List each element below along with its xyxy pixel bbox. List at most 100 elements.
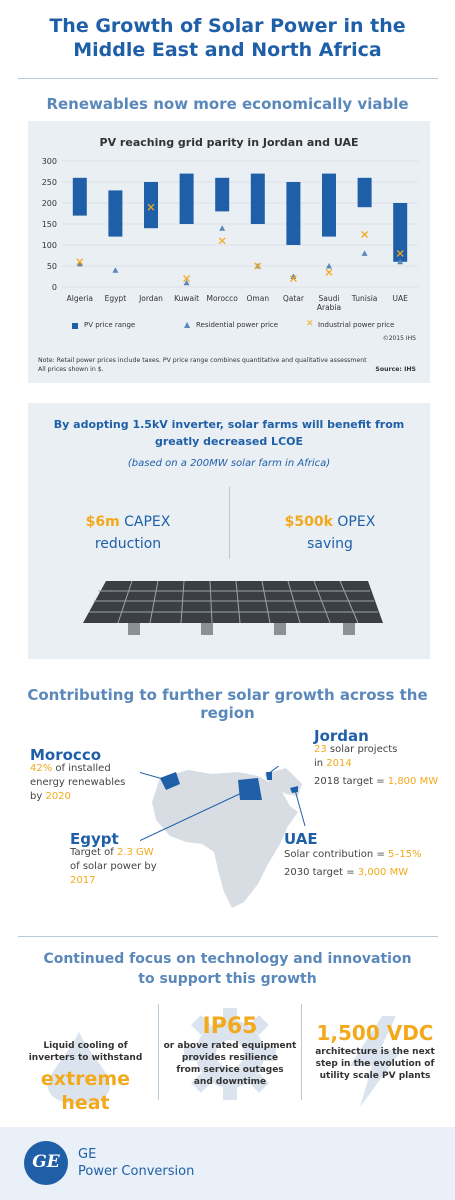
x-tick-label: UAE [393, 294, 409, 303]
x-tick-label: Saudi Arabia [317, 294, 341, 312]
lcoe-divider [229, 487, 230, 559]
y-tick-label: 150 [42, 220, 57, 229]
section4-heading: Continued focus on technology and innova… [43, 951, 412, 987]
opex-line2: saving [307, 536, 353, 552]
x-tick-label: Morocco [206, 294, 238, 303]
industrial-price-marker [325, 268, 333, 276]
lightning-icon [350, 1016, 402, 1107]
legend-x-icon: ✕ [306, 319, 314, 329]
legend-square-icon [72, 323, 78, 329]
tech-col1: Liquid cooling of inverters to withstand… [18, 1040, 153, 1115]
tech-divider-2 [301, 1004, 302, 1100]
chart-copyright: ©2015 IHS [382, 335, 416, 342]
chart-legend: PV price range ▲ Residential power price… [72, 319, 432, 333]
extreme-heat-label: extreme heat [40, 1068, 131, 1114]
egypt-info: Egypt Target of 2.3 GW of solar power by… [70, 832, 190, 888]
industrial-price-marker [396, 249, 404, 257]
legend-triangle-icon: ▲ [184, 320, 191, 329]
droplet-icon [48, 1032, 110, 1104]
egypt-title: Egypt [70, 830, 119, 848]
pv-range-bar [215, 177, 230, 212]
residential-price-marker [112, 267, 119, 273]
pv-range-bar [393, 203, 408, 262]
legend-pv-range: PV price range [84, 321, 136, 329]
y-tick-label: 100 [42, 241, 57, 250]
pv-range-bar [286, 182, 301, 245]
africa-map [140, 766, 306, 908]
legend-industrial: Industrial power price [318, 321, 395, 329]
chart-note-line2: All prices shown in $. [38, 366, 104, 373]
residential-price-marker [219, 225, 226, 231]
gear-icon [184, 1008, 276, 1100]
brand-name: GE Power Conversion [78, 1147, 195, 1179]
chart-source: Source: IHS [375, 366, 416, 373]
y-tick-label: 200 [42, 199, 57, 208]
y-tick-label: 0 [52, 283, 57, 292]
lcoe-panel: By adopting 1.5kV inverter, solar farms … [28, 403, 430, 659]
residential-price-marker [397, 258, 404, 265]
x-tick-label: Jordan [138, 294, 163, 303]
jordan-title: Jordan [314, 727, 369, 745]
capex-line2: reduction [94, 536, 162, 552]
opex-label: OPEX [337, 514, 376, 530]
capex-value: $6m [85, 514, 120, 530]
jordan-highlight [266, 772, 272, 780]
egypt-highlight [238, 778, 262, 800]
x-tick-label: Egypt [105, 294, 127, 303]
chart-note-line1: Note: Retail power prices include taxes.… [38, 357, 367, 364]
y-tick-label: 50 [47, 262, 57, 271]
pv-range-bar [72, 177, 87, 216]
tech-divider-1 [158, 1004, 159, 1100]
x-tick-label: Tunisia [351, 294, 378, 303]
pv-range-bar [357, 177, 372, 208]
footer: GE GE Power Conversion [0, 1127, 455, 1200]
morocco-title: Morocco [30, 746, 102, 764]
pv-price-chart: 0 50 100 150 200 250 300 Algeria Egypt Jordan Kuw… [42, 157, 418, 312]
section3-heading: Contributing to further solar growth acr… [27, 686, 428, 722]
x-tick-label: Kuwait [174, 294, 199, 303]
ge-logo-icon: GE [24, 1141, 68, 1185]
residential-price-marker [76, 260, 83, 267]
pv-range-bar [250, 173, 265, 224]
y-tick-label: 250 [42, 178, 57, 187]
lcoe-heading: By adopting 1.5kV inverter, solar farms … [53, 418, 405, 448]
page-title: The Growth of Solar Power in the Middle … [49, 15, 406, 61]
x-tick-label: Qatar [283, 294, 305, 303]
vdc-label: 1,500 VDC [316, 1021, 434, 1045]
uae-highlight [290, 786, 298, 793]
chart-panel: PV reaching grid parity in Jordan and UA… [28, 121, 430, 383]
pv-range-bar [144, 182, 158, 229]
y-tick-label: 300 [42, 157, 57, 166]
tech-col3: 1,500 VDC architecture is the next step … [305, 1020, 445, 1082]
title-divider [18, 78, 438, 79]
tech-col2: IP65 or above rated equipment provides r… [163, 1014, 297, 1087]
industrial-price-marker [218, 237, 226, 245]
solar-panel-illustration [83, 580, 383, 635]
residential-price-marker [326, 263, 332, 269]
uae-info: UAE Solar contribution = 5–15% 2030 targ… [284, 832, 449, 880]
x-tick-label: Algeria [67, 294, 93, 303]
opex-value: $500k [284, 514, 333, 530]
industrial-price-marker [254, 262, 262, 270]
residential-price-marker [361, 250, 368, 256]
ip65-label: IP65 [202, 1014, 258, 1039]
opex-block: $500k OPEX saving [230, 511, 430, 555]
x-tick-label: Oman [247, 294, 270, 303]
industrial-price-marker [76, 258, 84, 266]
pv-range-bar [179, 173, 194, 224]
industrial-price-marker [289, 275, 297, 283]
capex-label: CAPEX [124, 514, 171, 530]
pv-range-bar [108, 190, 123, 237]
section3-divider [18, 936, 438, 937]
industrial-price-marker [183, 275, 191, 283]
jordan-info: Jordan 23 solar projects in 2014 2018 ta… [314, 729, 454, 789]
lcoe-subheading: (based on a 200MW solar farm in Africa) [127, 458, 331, 469]
uae-title: UAE [284, 830, 318, 848]
chart-title: PV reaching grid parity in Jordan and UA… [99, 136, 359, 149]
morocco-info: Morocco 42% of installed energy renewabl… [30, 748, 170, 804]
capex-block: $6m CAPEX reduction [28, 511, 228, 555]
legend-residential: Residential power price [196, 321, 279, 329]
industrial-price-marker [361, 231, 369, 238]
pv-range-bar [322, 173, 336, 237]
industrial-price-marker [147, 203, 155, 211]
